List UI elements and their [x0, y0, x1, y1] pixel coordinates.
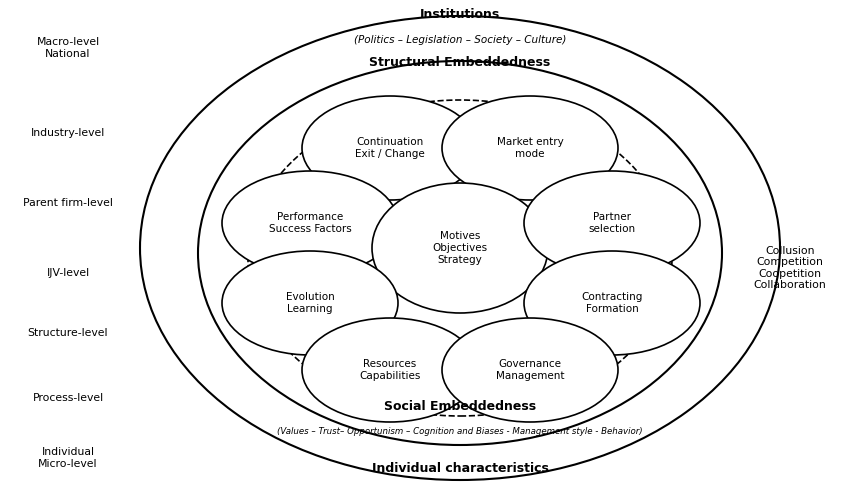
Text: (Politics – Legislation – Society – Culture): (Politics – Legislation – Society – Cult… [354, 35, 566, 45]
Ellipse shape [524, 251, 700, 355]
Text: Contracting
Formation: Contracting Formation [582, 292, 643, 314]
Text: Individual characteristics: Individual characteristics [371, 462, 549, 474]
Text: Market entry
mode: Market entry mode [497, 137, 563, 159]
Ellipse shape [524, 171, 700, 275]
Text: Parent firm-level: Parent firm-level [23, 198, 113, 208]
Text: Performance
Success Factors: Performance Success Factors [269, 212, 351, 234]
Text: IJV-level: IJV-level [47, 268, 90, 278]
Ellipse shape [222, 171, 398, 275]
Ellipse shape [442, 318, 618, 422]
Text: Collusion
Competition
Coopetition
Collaboration: Collusion Competition Coopetition Collab… [754, 245, 826, 290]
Text: Process-level: Process-level [32, 393, 103, 403]
Text: Structural Embeddedness: Structural Embeddedness [370, 56, 550, 68]
Ellipse shape [302, 96, 478, 200]
Ellipse shape [302, 318, 478, 422]
Text: Social Embeddedness: Social Embeddedness [384, 400, 536, 412]
Text: Institutions: Institutions [420, 7, 500, 20]
Text: Industry-level: Industry-level [31, 128, 105, 138]
Text: Governance
Management: Governance Management [496, 359, 564, 381]
Text: Continuation
Exit / Change: Continuation Exit / Change [355, 137, 425, 159]
Text: Individual
Micro-level: Individual Micro-level [38, 447, 98, 469]
Text: Partner
selection: Partner selection [589, 212, 635, 234]
Text: Resources
Capabilities: Resources Capabilities [360, 359, 421, 381]
Ellipse shape [372, 183, 548, 313]
Ellipse shape [442, 96, 618, 200]
Text: Macro-level
National: Macro-level National [36, 37, 99, 59]
Text: Structure-level: Structure-level [28, 328, 109, 338]
Text: (Values – Trust– Opportunism – Cognition and Biases - Management style - Behavio: (Values – Trust– Opportunism – Cognition… [277, 427, 643, 436]
Text: Motives
Objectives
Strategy: Motives Objectives Strategy [432, 231, 488, 264]
Ellipse shape [222, 251, 398, 355]
Text: Evolution
Learning: Evolution Learning [286, 292, 334, 314]
